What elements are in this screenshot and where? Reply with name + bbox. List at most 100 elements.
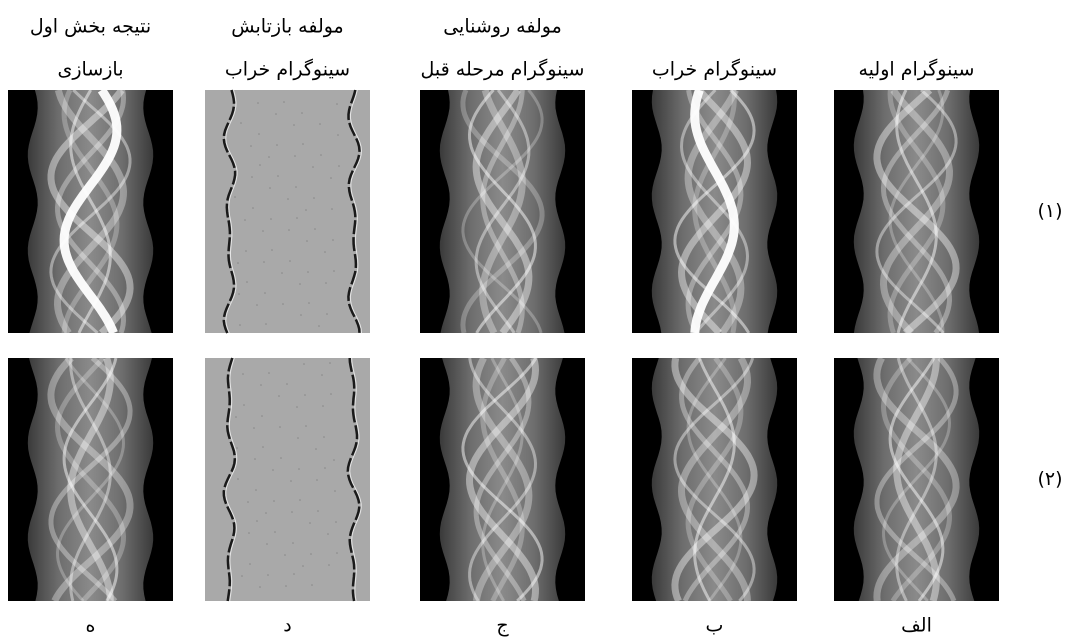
noise-dot	[272, 469, 274, 471]
noise-dot	[259, 164, 261, 166]
noise-dot	[282, 303, 284, 305]
noise-dot	[299, 283, 301, 285]
noise-dot	[322, 405, 324, 407]
noise-dot	[246, 281, 248, 283]
column-header: سینوگرام خراب	[652, 58, 777, 81]
noise-dot	[268, 156, 270, 158]
sinogram-image	[632, 90, 797, 333]
noise-dot	[302, 565, 304, 567]
noise-dot	[273, 500, 275, 502]
noise-dot	[267, 574, 269, 576]
noise-dot	[287, 198, 289, 200]
noise-dot	[305, 209, 307, 211]
noise-dot	[245, 250, 247, 252]
noise-dot	[279, 426, 281, 428]
sinogram-image	[8, 90, 173, 333]
noise-dot	[323, 436, 325, 438]
noise-dot	[333, 459, 335, 461]
noise-dot	[269, 187, 271, 189]
noise-dot	[324, 467, 326, 469]
noise-dot	[237, 262, 239, 264]
noise-dot	[260, 384, 262, 386]
noise-dot	[333, 270, 335, 272]
noise-dot	[306, 240, 308, 242]
noise-dot	[312, 166, 314, 168]
noise-dot	[311, 584, 313, 586]
noise-dot	[250, 145, 252, 147]
noise-dot	[318, 325, 320, 327]
sinogram-image	[8, 358, 173, 601]
noise-dot	[293, 124, 295, 126]
noise-dot	[258, 133, 260, 135]
noise-dot	[292, 542, 294, 544]
noise-dot	[317, 510, 319, 512]
noise-dot	[285, 585, 287, 587]
column-header: سینوگرام مرحله قبل	[421, 58, 585, 81]
noise-dot	[296, 406, 298, 408]
column-label: الف	[901, 615, 932, 637]
noise-dot	[310, 553, 312, 555]
noise-dot	[314, 228, 316, 230]
noise-dot	[280, 457, 282, 459]
image-background	[205, 90, 370, 333]
noise-dot	[304, 394, 306, 396]
sinogram-image	[420, 358, 585, 601]
noise-dot	[253, 427, 255, 429]
noise-dot	[262, 446, 264, 448]
noise-dot	[300, 314, 302, 316]
noise-dot	[249, 563, 251, 565]
noise-dot	[278, 395, 280, 397]
column-label: د	[283, 615, 291, 637]
noise-dot	[302, 143, 304, 145]
noise-dot	[239, 324, 241, 326]
noise-dot	[283, 101, 285, 103]
noise-dot	[330, 393, 332, 395]
noise-dot	[261, 415, 263, 417]
noise-dot	[290, 480, 292, 482]
noise-dot	[313, 197, 315, 199]
sinogram-image	[205, 358, 370, 601]
noise-dot	[262, 230, 264, 232]
noise-dot	[274, 531, 276, 533]
noise-dot	[291, 511, 293, 513]
noise-dot	[305, 425, 307, 427]
noise-dot	[325, 282, 327, 284]
noise-dot	[288, 229, 290, 231]
noise-dot	[277, 175, 279, 177]
figure: سینوگرام اولیهالفسینوگرام خراببمولفه روش…	[0, 0, 1075, 644]
sinogram-image	[632, 358, 797, 601]
noise-dot	[338, 165, 340, 167]
noise-dot	[270, 218, 272, 220]
noise-dot	[301, 112, 303, 114]
noise-dot	[254, 458, 256, 460]
noise-dot	[256, 304, 258, 306]
column-header: مولفه روشنایی	[443, 16, 562, 38]
noise-dot	[336, 103, 338, 105]
noise-dot	[240, 122, 242, 124]
noise-dot	[252, 207, 254, 209]
noise-dot	[296, 217, 298, 219]
noise-dot	[281, 272, 283, 274]
column-label: ه	[86, 615, 96, 637]
noise-dot	[328, 564, 330, 566]
noise-dot	[321, 374, 323, 376]
sinogram-image	[834, 358, 999, 601]
noise-dot	[243, 404, 245, 406]
sinogram-image	[420, 90, 585, 333]
column-header: بازسازی	[57, 59, 123, 81]
noise-dot	[263, 261, 265, 263]
noise-dot	[316, 479, 318, 481]
noise-dot	[275, 113, 277, 115]
noise-dot	[244, 219, 246, 221]
noise-dot	[307, 271, 309, 273]
noise-dot	[271, 249, 273, 251]
noise-dot	[286, 383, 288, 385]
noise-dot	[238, 293, 240, 295]
column-label: ج	[496, 615, 509, 637]
column-header: سینوگرام اولیه	[859, 58, 975, 81]
noise-dot	[324, 251, 326, 253]
sinogram-image	[205, 90, 370, 333]
noise-dot	[329, 362, 331, 364]
noise-dot	[309, 522, 311, 524]
noise-dot	[235, 416, 237, 418]
